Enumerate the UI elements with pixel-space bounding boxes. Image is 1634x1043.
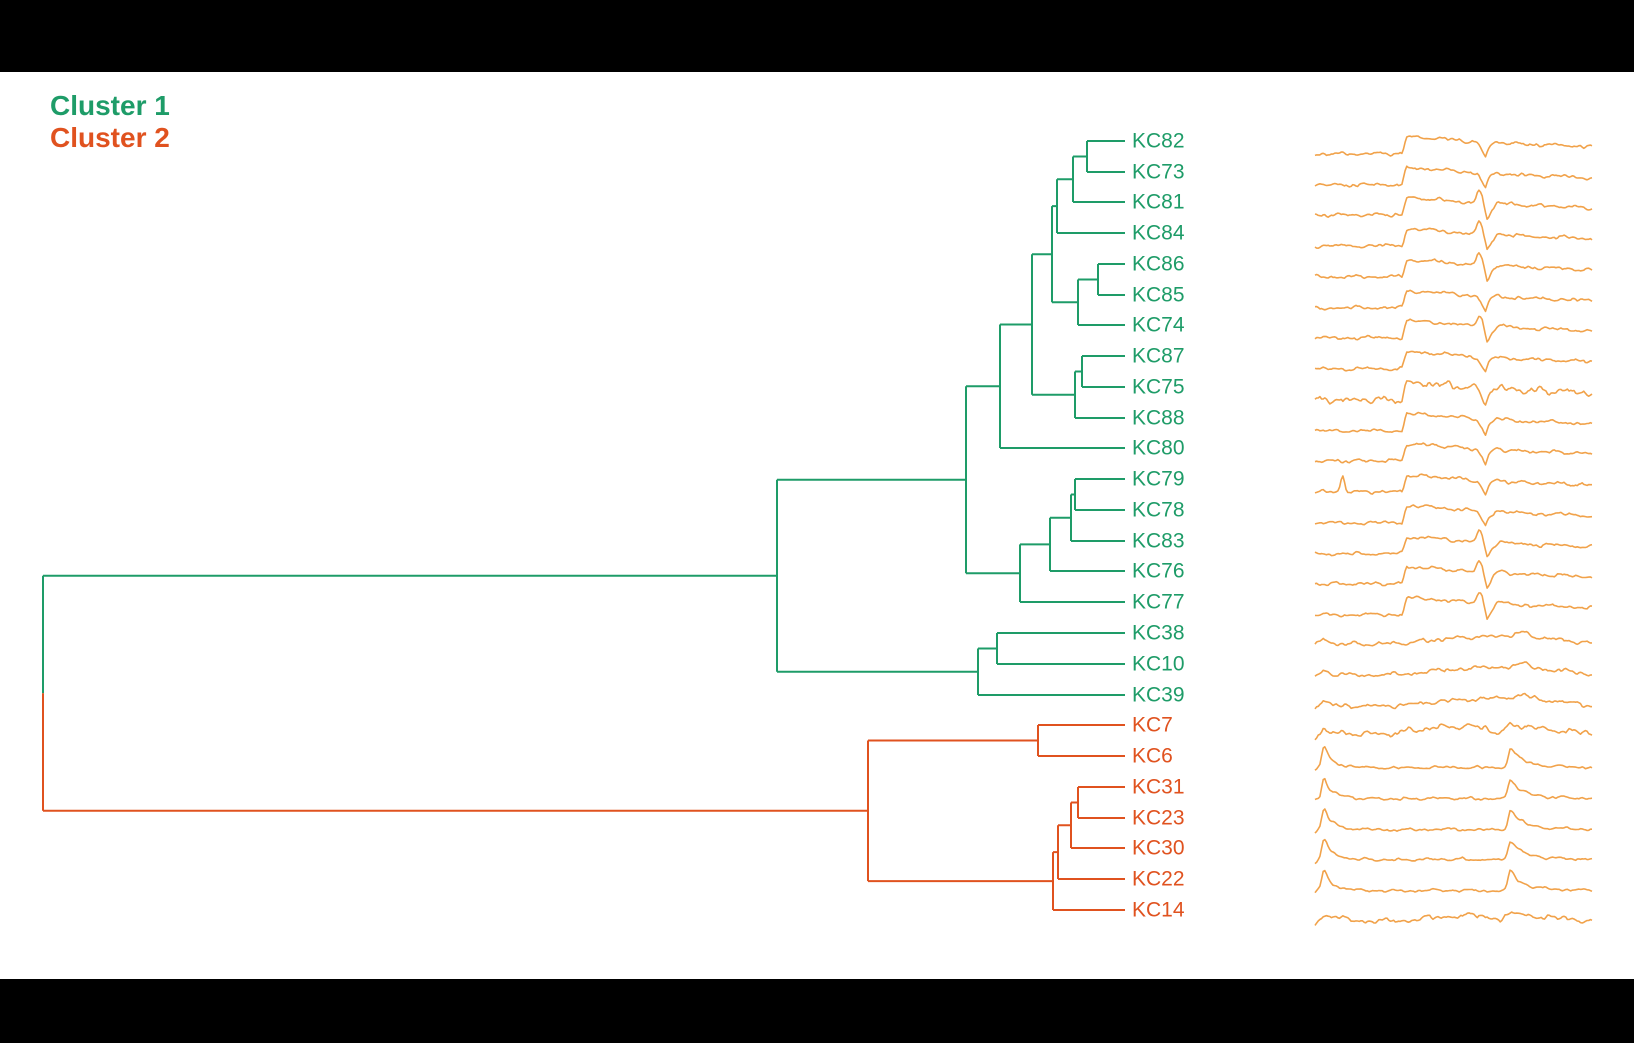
trace-kc82 <box>1314 135 1593 158</box>
leaf-label-kc30: KC30 <box>1132 837 1185 860</box>
leaf-label-kc38: KC38 <box>1132 622 1185 645</box>
cluster-1-branches <box>776 140 1125 696</box>
leaf-label-kc74: KC74 <box>1132 314 1185 337</box>
trace-kc6 <box>1314 745 1593 771</box>
letterbox-top <box>0 0 1634 72</box>
leaf-label-kc22: KC22 <box>1132 868 1185 891</box>
leaf-label-kc75: KC75 <box>1132 376 1185 399</box>
leaf-label-kc80: KC80 <box>1132 437 1185 460</box>
trace-kc31 <box>1314 777 1593 801</box>
plot-area <box>0 72 1634 979</box>
cluster-legend: Cluster 1 Cluster 2 <box>50 90 170 154</box>
leaf-label-kc81: KC81 <box>1132 191 1185 214</box>
trace-kc80 <box>1314 442 1593 466</box>
leaf-label-kc85: KC85 <box>1132 284 1185 307</box>
trace-kc88 <box>1314 411 1593 437</box>
leaf-label-kc87: KC87 <box>1132 345 1185 368</box>
leaf-label-kc76: KC76 <box>1132 560 1185 583</box>
leaf-label-kc84: KC84 <box>1132 222 1185 245</box>
trace-kc23 <box>1314 808 1592 834</box>
trace-kc14 <box>1314 911 1593 926</box>
cluster-2-branches <box>867 724 1125 911</box>
trace-kc85 <box>1314 289 1593 313</box>
trace-plots <box>1314 135 1593 926</box>
leaf-label-kc6: KC6 <box>1132 745 1173 768</box>
trace-kc74 <box>1314 315 1593 343</box>
trace-kc76 <box>1314 559 1593 589</box>
trace-kc38 <box>1314 630 1593 647</box>
leaf-label-kc82: KC82 <box>1132 130 1185 153</box>
leaf-label-kc7: KC7 <box>1132 714 1173 737</box>
trace-kc81 <box>1314 189 1593 220</box>
legend-cluster-2-label: Cluster 2 <box>50 122 170 153</box>
leaf-label-kc88: KC88 <box>1132 407 1185 430</box>
trace-kc10 <box>1314 661 1593 678</box>
trace-kc30 <box>1314 838 1593 865</box>
trace-kc78 <box>1314 504 1593 527</box>
leaf-label-kc10: KC10 <box>1132 653 1185 676</box>
trace-kc73 <box>1314 165 1593 189</box>
root-link <box>42 574 868 812</box>
trace-kc39 <box>1314 692 1593 710</box>
leaf-labels: KC82 KC73 KC81 KC84 KC86 KC85 KC74 KC87 KC75 KC88… <box>1132 130 1185 922</box>
leaf-label-kc14: KC14 <box>1132 899 1185 922</box>
trace-kc75 <box>1314 380 1593 406</box>
trace-kc83 <box>1314 529 1593 558</box>
leaf-label-kc23: KC23 <box>1132 807 1185 830</box>
trace-kc79 <box>1314 473 1592 496</box>
legend-cluster-1-label: Cluster 1 <box>50 90 170 121</box>
trace-kc87 <box>1314 350 1593 373</box>
leaf-label-kc77: KC77 <box>1132 591 1185 614</box>
leaf-label-kc73: KC73 <box>1132 161 1185 184</box>
trace-kc84 <box>1314 220 1593 251</box>
leaf-label-kc39: KC39 <box>1132 684 1185 707</box>
leaf-label-kc78: KC78 <box>1132 499 1185 522</box>
leaf-label-kc83: KC83 <box>1132 530 1185 553</box>
leaf-label-kc31: KC31 <box>1132 776 1185 799</box>
leaf-label-kc86: KC86 <box>1132 253 1185 276</box>
leaf-label-kc79: KC79 <box>1132 468 1185 491</box>
trace-kc77 <box>1314 592 1593 621</box>
trace-kc22 <box>1314 869 1593 894</box>
trace-kc7 <box>1314 721 1593 741</box>
trace-kc86 <box>1314 252 1593 282</box>
letterbox-bottom <box>0 979 1634 1043</box>
